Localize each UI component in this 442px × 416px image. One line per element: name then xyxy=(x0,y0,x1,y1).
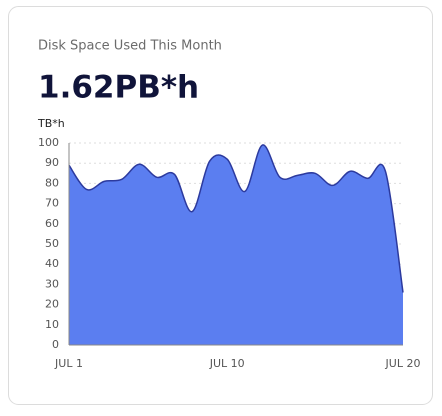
y-tick-label: 20 xyxy=(45,298,59,311)
y-tick-label: 80 xyxy=(45,176,59,189)
headline-value: 1.62PB*h xyxy=(38,70,199,106)
y-tick-label: 50 xyxy=(45,237,59,250)
y-tick-label: 30 xyxy=(45,277,59,290)
y-tick-label: 40 xyxy=(45,257,59,270)
y-tick-label: 10 xyxy=(45,318,59,331)
y-tick-label: 90 xyxy=(45,156,59,169)
area-line xyxy=(68,144,404,293)
y-tick-label: 0 xyxy=(52,338,59,351)
area-fill xyxy=(69,144,403,345)
y-tick-label: 100 xyxy=(38,136,59,149)
chart-title: Disk Space Used This Month xyxy=(38,39,222,54)
x-tick-label: JUL 20 xyxy=(385,357,421,370)
x-tick-label: JUL 10 xyxy=(209,357,245,370)
x-tick-label: JUL 1 xyxy=(54,357,83,370)
y-tick-label: 70 xyxy=(45,197,59,210)
y-tick-label: 60 xyxy=(45,217,59,230)
y-axis-label: TB*h xyxy=(37,117,65,130)
